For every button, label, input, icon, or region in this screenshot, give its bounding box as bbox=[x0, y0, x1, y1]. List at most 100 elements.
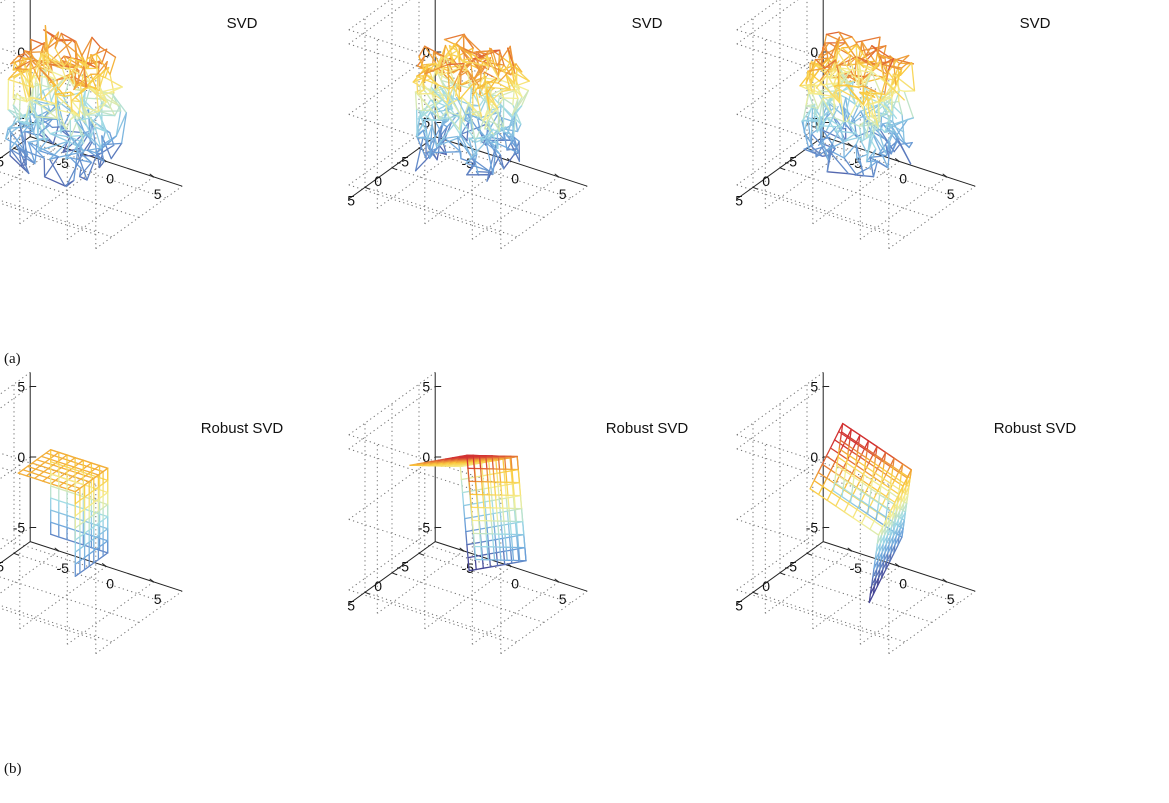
mesh-edge bbox=[50, 509, 60, 514]
mesh-edge bbox=[85, 475, 95, 479]
mesh-edge bbox=[834, 50, 838, 67]
mesh-edge bbox=[846, 99, 859, 122]
mesh-edge bbox=[838, 430, 848, 439]
mesh-edge bbox=[841, 487, 844, 498]
mesh-edge bbox=[846, 120, 860, 127]
mesh-edge bbox=[74, 118, 95, 146]
mesh-edge bbox=[17, 52, 26, 57]
mesh-edge bbox=[43, 31, 60, 52]
mesh-edge bbox=[495, 458, 504, 461]
mesh-edge bbox=[36, 116, 40, 152]
mesh-edge bbox=[458, 70, 469, 77]
mesh-edge bbox=[468, 480, 471, 496]
mesh-edge bbox=[889, 474, 893, 485]
mesh-edge bbox=[480, 462, 484, 477]
mesh-edge bbox=[38, 140, 69, 152]
mesh-edge bbox=[821, 97, 835, 119]
mesh-edge bbox=[94, 126, 106, 132]
mesh-edge bbox=[480, 460, 490, 464]
mesh-edge bbox=[485, 55, 501, 81]
mesh-edge bbox=[505, 468, 508, 483]
mesh-edge bbox=[497, 108, 501, 132]
mesh-edge bbox=[874, 454, 877, 465]
box-edge bbox=[348, 0, 391, 31]
mesh-edge bbox=[801, 118, 822, 122]
y-tick-mark bbox=[779, 572, 786, 576]
mesh-edge bbox=[428, 138, 436, 159]
mesh-edge bbox=[488, 460, 491, 476]
y-tick-mark bbox=[752, 186, 759, 190]
mesh-edge bbox=[78, 161, 93, 178]
mesh-edge bbox=[486, 527, 489, 542]
mesh-edge bbox=[482, 475, 485, 490]
mesh-edge bbox=[901, 63, 907, 69]
mesh-edge bbox=[900, 511, 907, 521]
mesh-edge bbox=[512, 496, 516, 511]
mesh-edge bbox=[883, 59, 898, 79]
mesh-edge bbox=[42, 477, 49, 482]
mesh-edge bbox=[814, 58, 826, 69]
mesh-edge bbox=[15, 60, 32, 70]
box-edge bbox=[736, 434, 889, 485]
mesh-edge bbox=[58, 500, 68, 505]
mesh-edge bbox=[844, 81, 854, 118]
mesh-edge bbox=[505, 497, 509, 512]
mesh-edge bbox=[858, 136, 869, 155]
mesh-edge bbox=[496, 520, 500, 535]
mesh-edge bbox=[418, 109, 429, 140]
mesh-edge bbox=[841, 46, 851, 49]
mesh-edge bbox=[808, 146, 823, 152]
mesh-edge bbox=[860, 478, 870, 486]
mesh-edge bbox=[506, 510, 510, 525]
mesh-edge bbox=[479, 532, 482, 548]
mesh-edge bbox=[903, 90, 915, 119]
mesh-edge bbox=[838, 439, 842, 450]
z-tick-label: 0 bbox=[422, 44, 430, 60]
mesh-edge bbox=[825, 74, 829, 85]
mesh-edge bbox=[427, 124, 433, 140]
mesh-edge bbox=[903, 90, 916, 92]
mesh-edge bbox=[439, 74, 456, 85]
mesh-edge bbox=[22, 469, 32, 474]
mesh-edge bbox=[485, 514, 488, 529]
mesh-edge bbox=[74, 469, 84, 474]
mesh-edge bbox=[848, 437, 851, 447]
mesh-edge bbox=[852, 484, 863, 493]
mesh-edge bbox=[507, 522, 517, 525]
mesh-edge bbox=[499, 481, 503, 496]
mesh-edge bbox=[841, 496, 852, 504]
mesh-edge bbox=[894, 493, 900, 504]
mesh-edge bbox=[79, 520, 86, 526]
mesh-edge bbox=[97, 555, 104, 561]
mesh-edge bbox=[845, 97, 857, 105]
mesh-edge bbox=[872, 585, 876, 596]
mesh-edge bbox=[101, 101, 111, 109]
mesh-edge bbox=[818, 118, 822, 127]
mesh-edge bbox=[10, 55, 19, 65]
mesh-edge bbox=[833, 430, 840, 441]
x-tick-mark bbox=[942, 173, 948, 178]
mesh-edge bbox=[898, 485, 904, 495]
x-tick-mark bbox=[459, 547, 465, 552]
x-tick-mark bbox=[847, 547, 853, 552]
mesh-edge bbox=[867, 513, 877, 521]
mesh-edge bbox=[7, 108, 17, 119]
mesh-edge bbox=[875, 510, 879, 521]
panel-5-grid bbox=[348, 371, 588, 655]
box-edge bbox=[888, 590, 976, 655]
mesh-edge bbox=[884, 518, 891, 528]
mesh-edge bbox=[490, 520, 494, 535]
mesh-edge bbox=[855, 464, 866, 472]
mesh-edge bbox=[498, 468, 502, 483]
mesh-edge bbox=[100, 130, 106, 149]
mesh-edge bbox=[836, 464, 847, 473]
mesh-edge bbox=[505, 546, 508, 561]
mesh-edge bbox=[74, 541, 84, 546]
mesh-edge bbox=[461, 491, 465, 507]
mesh-edge bbox=[884, 142, 891, 154]
mesh-edge bbox=[18, 96, 21, 122]
mesh-edge bbox=[897, 139, 912, 165]
mesh-edge bbox=[862, 85, 877, 93]
mesh-edge bbox=[74, 457, 84, 461]
mesh-edge bbox=[495, 552, 499, 567]
